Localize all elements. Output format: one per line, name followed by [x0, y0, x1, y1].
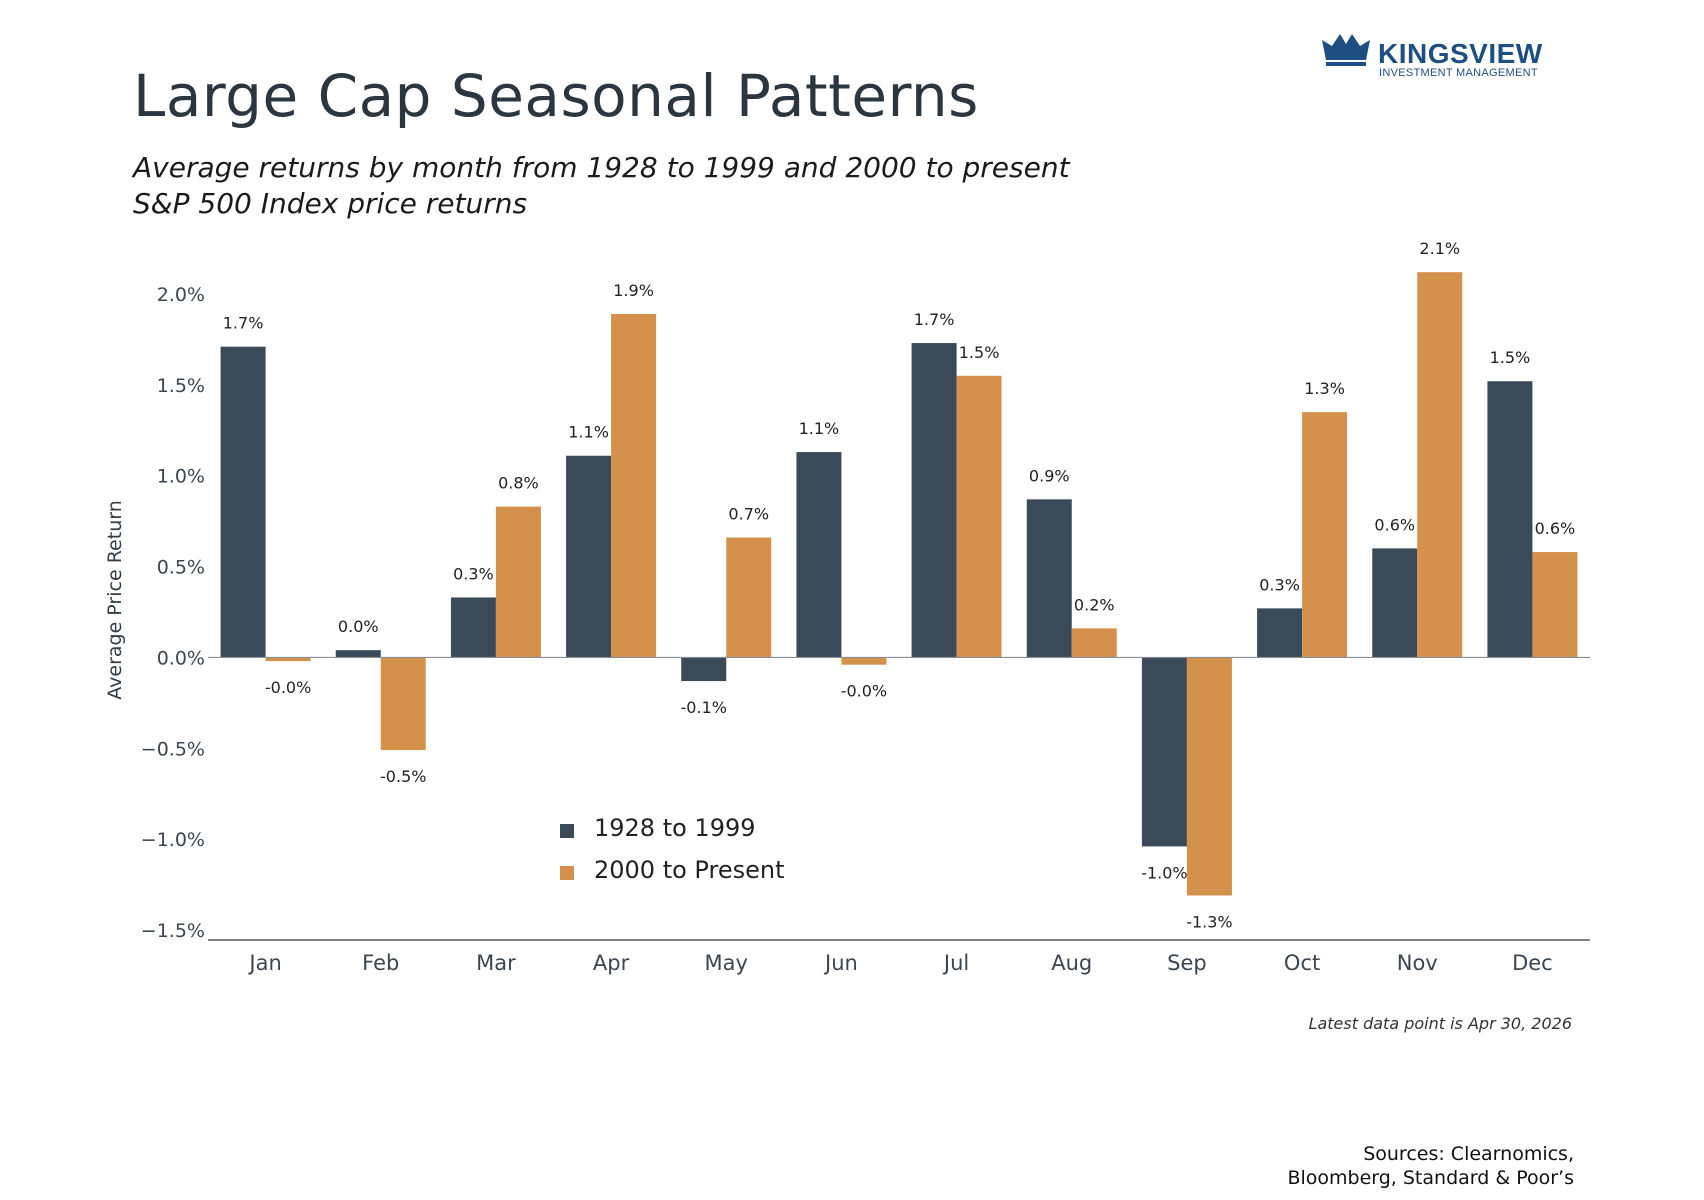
sources-line-1: Sources: Clearnomics, [1363, 1143, 1574, 1165]
page-title: Large Cap Seasonal Patterns [133, 62, 979, 130]
data-label: -1.0% [1141, 863, 1187, 882]
data-label: -0.1% [681, 698, 727, 717]
x-tick-label: Aug [1051, 951, 1092, 975]
data-label: 2.1% [1419, 239, 1460, 258]
y-tick-label: −1.5% [141, 920, 205, 942]
data-label: 0.2% [1074, 595, 1115, 614]
bar-jan-series-1 [220, 346, 266, 658]
crown-icon [1322, 34, 1370, 66]
x-tick-label: Jul [942, 951, 969, 975]
bar-mar-series-1 [450, 597, 496, 658]
x-tick-label: Apr [593, 951, 630, 975]
legend-swatch [560, 866, 574, 880]
y-tick-label: −0.5% [141, 738, 205, 760]
bar-nov-series-2 [1417, 272, 1463, 658]
latest-data-note: Latest data point is Apr 30, 2026 [1308, 1014, 1572, 1033]
kingsview-logo: KINGSVIEW INVESTMENT MANAGEMENT [1320, 30, 1543, 82]
x-tick-label: Oct [1284, 951, 1320, 975]
y-tick-label: −1.0% [141, 829, 205, 851]
bar-aug-series-2 [1071, 628, 1117, 658]
bar-oct-series-2 [1302, 412, 1348, 658]
bar-may-series-1 [681, 657, 727, 682]
bar-oct-series-1 [1257, 608, 1303, 658]
bar-dec-series-1 [1487, 381, 1533, 658]
data-label: 0.8% [498, 474, 539, 493]
data-label: -0.5% [380, 767, 426, 786]
data-label: 0.6% [1374, 515, 1415, 534]
y-axis-ticks: 2.0% 1.5% 1.0% 0.5% 0.0% −0.5% −1.0% −1.5% [141, 284, 205, 942]
x-tick-label: Jan [247, 951, 281, 975]
data-label: 0.3% [453, 564, 494, 583]
bar-sep-series-1 [1141, 657, 1187, 847]
y-tick-label: 0.5% [157, 557, 205, 579]
data-label: 0.9% [1029, 466, 1070, 485]
data-label: 1.3% [1304, 379, 1345, 398]
data-label: 1.1% [799, 419, 840, 438]
bar-apr-series-2 [611, 313, 657, 658]
bar-may-series-2 [726, 537, 772, 658]
data-label: 1.5% [1490, 348, 1531, 367]
sources-note: Sources: Clearnomics, Bloomberg, Standar… [1287, 1142, 1574, 1190]
x-tick-label: Feb [362, 951, 399, 975]
bar-sep-series-2 [1186, 657, 1232, 896]
bar-jul-series-1 [911, 343, 957, 658]
x-tick-label: Nov [1397, 951, 1438, 975]
bars [220, 272, 1578, 896]
x-tick-label: Sep [1167, 951, 1207, 975]
data-label: 1.5% [959, 343, 1000, 362]
data-label: 0.7% [728, 504, 769, 523]
value-labels: 1.7% -0.0% 0.0% -0.5% 0.3% 0.8% 1.1% 1.9% -0.1% 0… [223, 239, 1575, 931]
y-tick-label: 2.0% [157, 284, 205, 306]
bar-chart: Average Price Return 2.0% 1.5% 1.0% 0.5% 0.0… [104, 239, 1590, 975]
logo-tagline: INVESTMENT MANAGEMENT [1379, 67, 1538, 79]
data-label: 1.9% [613, 281, 654, 300]
y-tick-label: 1.5% [157, 375, 205, 397]
x-tick-label: Jun [823, 951, 858, 975]
data-label: -0.0% [265, 678, 311, 697]
y-tick-label: 1.0% [157, 466, 205, 488]
bar-jul-series-2 [956, 375, 1002, 658]
subtitle-line-1: Average returns by month from 1928 to 19… [133, 151, 1070, 184]
data-label: 0.6% [1535, 519, 1576, 538]
chart-subtitle: Average returns by month from 1928 to 19… [133, 150, 1070, 222]
data-label: 0.0% [338, 617, 379, 636]
data-label: 1.1% [568, 423, 609, 442]
bar-feb-series-1 [335, 650, 381, 658]
x-tick-label: Dec [1512, 951, 1553, 975]
legend-label: 2000 to Present [594, 856, 785, 884]
logo-name: KINGSVIEW [1378, 38, 1543, 69]
data-label: 1.7% [914, 310, 955, 329]
bar-jun-series-1 [796, 452, 842, 658]
data-label: -0.0% [841, 682, 887, 701]
bar-apr-series-1 [566, 455, 612, 658]
subtitle-line-2: S&P 500 Index price returns [133, 187, 528, 220]
bar-dec-series-2 [1532, 552, 1578, 658]
y-axis-label: Average Price Return [104, 500, 126, 700]
bar-feb-series-2 [380, 657, 426, 751]
bar-aug-series-1 [1026, 499, 1072, 658]
x-tick-label: Mar [476, 951, 516, 975]
bar-jan-series-2 [265, 657, 311, 662]
data-label: -1.3% [1186, 912, 1232, 931]
x-tick-label: May [705, 951, 748, 975]
bar-jun-series-2 [841, 657, 887, 665]
sources-line-2: Bloomberg, Standard & Poor’s [1287, 1167, 1574, 1189]
x-axis-ticks: Jan Feb Mar Apr May Jun Jul Aug Sep Oct Nov Dec [247, 951, 1552, 975]
bar-nov-series-1 [1372, 548, 1418, 658]
legend-swatch [560, 824, 574, 838]
data-label: 0.3% [1259, 575, 1300, 594]
y-tick-label: 0.0% [157, 647, 205, 669]
data-label: 1.7% [223, 314, 264, 333]
legend-label: 1928 to 1999 [594, 814, 756, 842]
bar-mar-series-2 [495, 506, 541, 658]
